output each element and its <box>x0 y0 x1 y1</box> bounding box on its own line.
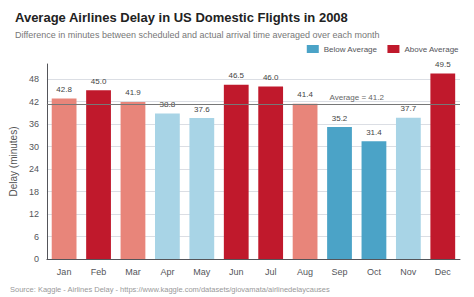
svg-text:46.5: 46.5 <box>228 71 244 80</box>
svg-text:46.0: 46.0 <box>263 73 279 82</box>
svg-text:Delay (minutes): Delay (minutes) <box>8 126 19 196</box>
svg-text:35.2: 35.2 <box>332 114 348 123</box>
svg-text:37.7: 37.7 <box>401 104 417 113</box>
svg-text:Jul: Jul <box>265 267 277 277</box>
svg-text:Below Average: Below Average <box>324 45 378 54</box>
svg-text:37.6: 37.6 <box>194 105 210 114</box>
svg-text:45.0: 45.0 <box>91 77 107 86</box>
svg-text:12: 12 <box>29 209 39 219</box>
svg-text:42: 42 <box>29 97 39 107</box>
svg-text:Aug: Aug <box>297 267 313 277</box>
svg-text:Apr: Apr <box>160 267 174 277</box>
svg-text:48: 48 <box>29 74 39 84</box>
svg-text:0: 0 <box>34 254 39 264</box>
svg-text:6: 6 <box>34 232 39 242</box>
svg-text:Source: Kaggle - Airlines Dela: Source: Kaggle - Airlines Delay - https:… <box>10 285 330 294</box>
svg-text:31.4: 31.4 <box>366 128 382 137</box>
svg-text:49.5: 49.5 <box>435 60 451 69</box>
svg-text:42.8: 42.8 <box>56 85 72 94</box>
svg-text:Jun: Jun <box>229 267 244 277</box>
svg-text:Jan: Jan <box>57 267 72 277</box>
svg-text:36: 36 <box>29 119 39 129</box>
svg-text:38.8: 38.8 <box>159 100 176 109</box>
svg-text:41.9: 41.9 <box>125 88 141 97</box>
svg-text:Mar: Mar <box>125 267 141 277</box>
svg-text:Oct: Oct <box>367 267 382 277</box>
svg-text:Dec: Dec <box>435 267 452 277</box>
svg-text:Difference in minutes between: Difference in minutes between scheduled … <box>15 30 380 40</box>
svg-text:May: May <box>193 267 211 277</box>
svg-text:Above Average: Above Average <box>404 45 459 54</box>
svg-text:Average Airlines Delay in US D: Average Airlines Delay in US Domestic Fl… <box>15 10 348 25</box>
svg-text:30: 30 <box>29 142 39 152</box>
svg-text:41.4: 41.4 <box>297 90 313 99</box>
svg-text:Sep: Sep <box>332 267 348 277</box>
svg-text:Average = 41.2: Average = 41.2 <box>330 93 385 102</box>
svg-text:18: 18 <box>29 187 39 197</box>
svg-text:Nov: Nov <box>400 267 417 277</box>
svg-text:24: 24 <box>29 164 39 174</box>
svg-text:Feb: Feb <box>91 267 107 277</box>
